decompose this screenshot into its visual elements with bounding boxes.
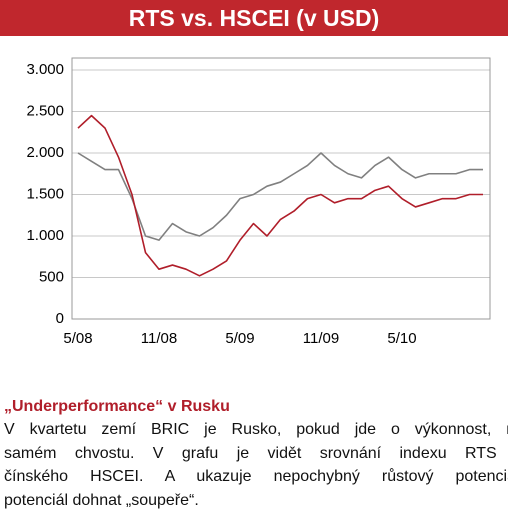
text-line: samém chvostu. V grafu je vidět srovnání… — [4, 444, 508, 462]
y-tick-label: 1.500 — [26, 185, 64, 202]
y-tick-label: 0 — [56, 310, 64, 327]
article: „Underperformance“ v Rusku V kvartetu ze… — [4, 398, 508, 512]
y-tick-label: 500 — [39, 268, 64, 285]
text-line: V kvartetu zemí BRIC je Rusko, pokud jde… — [4, 421, 508, 438]
x-tick-label: 5/09 — [225, 330, 254, 347]
x-tick-label: 11/09 — [303, 330, 339, 347]
y-tick-label: 2.500 — [26, 102, 64, 119]
x-tick-label: 5/08 — [63, 330, 92, 347]
chart-title: RTS vs. HSCEI (v USD) — [0, 0, 508, 36]
y-tick-label: 1.000 — [26, 227, 64, 244]
x-tick-label: 5/10 — [387, 330, 416, 347]
y-tick-label: 2.000 — [26, 144, 64, 161]
series-line — [77, 152, 483, 241]
y-tick-label: 3.000 — [26, 61, 64, 78]
series-line — [77, 114, 483, 277]
chart: 0 500 1.000 1.500 2.000 2.500 3.000 5/08 11/08 5/… — [26, 57, 491, 347]
text-line: potenciál dohnat „soupeře“. — [4, 491, 199, 509]
text-line: čínského HSCEI. A ukazuje nepochybný růs… — [4, 468, 508, 485]
plot-frame — [71, 57, 491, 320]
article-heading: „Underperformance“ v Rusku — [4, 398, 230, 415]
x-tick-label: 11/08 — [141, 330, 177, 347]
